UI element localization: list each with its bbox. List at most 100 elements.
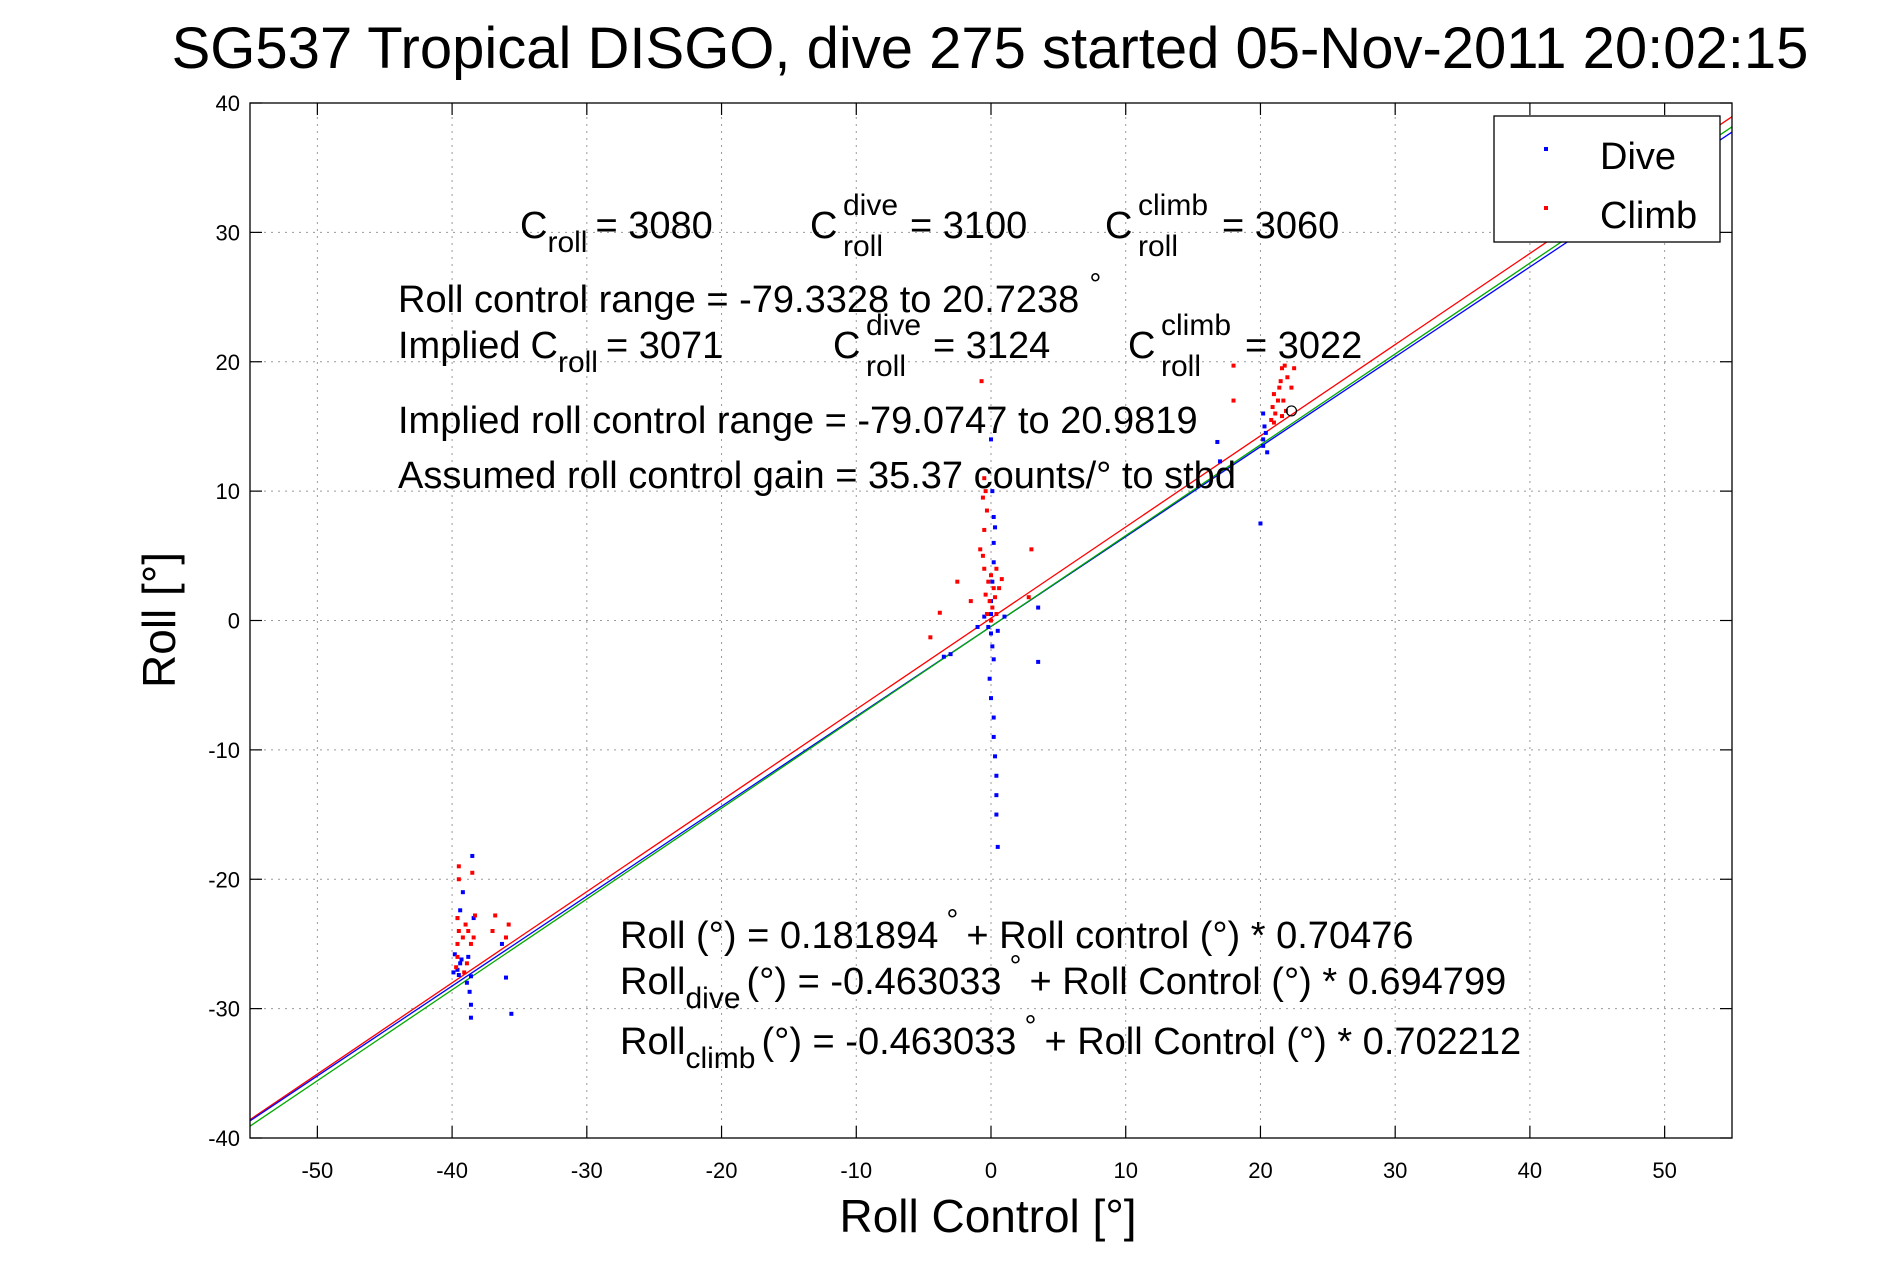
x-tick-label: 10 [1113, 1158, 1137, 1183]
point-dive [993, 754, 998, 759]
y-axis-label: Roll [°] [133, 552, 185, 688]
c-symbol: C [520, 205, 547, 247]
point-dive [1262, 424, 1267, 429]
c-dive-value: = 3100 [910, 205, 1027, 247]
point-dive [468, 1015, 473, 1020]
y-tick-label: 20 [216, 350, 240, 375]
svg-text:Rolldive(°) = -0.463033°+ Roll: Rolldive (°) = -0.463033 ° + Roll Control (… [620, 950, 1506, 1015]
fit-lines [250, 116, 1732, 1127]
point-dive [1036, 605, 1041, 610]
svg-text:C: C [810, 205, 837, 247]
point-dive [991, 734, 996, 739]
svg-text:C: C [1128, 325, 1155, 367]
point-climb [1269, 417, 1274, 422]
point-climb [471, 935, 476, 940]
legend-box [1493, 115, 1721, 243]
legend-climb-label: Climb [1600, 195, 1697, 237]
point-dive [471, 916, 476, 921]
ticks: -50 -40 -30 -20 -10 0 10 20 30 40 50 -40 -30 -20 -10 0 1… [208, 91, 1732, 1183]
point-dive [1261, 443, 1266, 448]
point-climb [468, 941, 473, 946]
point-climb [1271, 392, 1276, 397]
legend-dive-label: Dive [1600, 136, 1676, 178]
svg-text:Rollclimb(°) = -0.463033°+ Rol: Rollclimb (°) = -0.463033 ° + Roll Control … [620, 1010, 1521, 1075]
point-climb [462, 970, 467, 975]
point-dive [1215, 439, 1220, 444]
point-dive [468, 1002, 473, 1007]
implied-dive-value: = 3124 [933, 325, 1050, 367]
point-climb [456, 864, 461, 869]
implied-dive-sup: dive [866, 309, 921, 342]
point-climb [1281, 398, 1286, 403]
point-climb [991, 586, 996, 591]
annotation-c-values: Croll = 3080 C dive roll = 3100 C climb r… [520, 189, 1339, 263]
x-tick-label: -30 [571, 1158, 603, 1183]
point-dive [458, 908, 463, 913]
point-climb [454, 965, 459, 970]
point-climb [1271, 420, 1276, 425]
point-climb [990, 605, 995, 610]
point-dive [989, 631, 993, 636]
point-climb [968, 599, 973, 604]
point-dive [990, 579, 995, 584]
c-symbol: C [1105, 205, 1132, 247]
point-dive [1261, 411, 1266, 416]
point-climb [986, 579, 991, 584]
point-dive [989, 696, 993, 701]
c-climb-value: = 3060 [1222, 205, 1339, 247]
point-dive [994, 812, 999, 817]
point-climb [980, 495, 985, 500]
point-dive [991, 540, 996, 545]
point-climb [456, 877, 461, 882]
point-climb [464, 961, 469, 966]
data-points [451, 363, 1298, 1020]
point-dive [991, 515, 996, 519]
point-climb [463, 922, 468, 927]
c-roll-sub: roll [547, 226, 587, 259]
point-climb [1282, 363, 1287, 368]
point-dive [995, 844, 1000, 849]
point-climb [982, 527, 987, 532]
x-tick-label: -10 [840, 1158, 872, 1183]
point-climb [1280, 414, 1285, 419]
annotation-gain: Assumed roll control gain = 35.37 counts… [398, 455, 1236, 497]
x-tick-label: 40 [1518, 1158, 1542, 1183]
point-dive [503, 975, 508, 980]
point-climb [937, 610, 942, 615]
annotation-equations: Roll (°) = 0.181894 ° + Roll control (°) *… [620, 904, 1521, 1075]
point-dive [991, 560, 996, 565]
point-dive [458, 961, 463, 966]
point-dive [986, 624, 991, 629]
legend-dive-marker [1544, 147, 1548, 151]
point-climb [493, 913, 498, 918]
y-tick-label: 40 [216, 91, 240, 116]
svg-text:Croll= 3080: Croll = 3080 [520, 205, 713, 259]
point-dive [990, 489, 995, 494]
y-tick-label: -30 [208, 997, 240, 1022]
point-climb [456, 929, 461, 933]
point-climb [999, 577, 1004, 582]
point-climb [460, 935, 465, 940]
y-tick-label: -10 [208, 738, 240, 763]
point-climb [993, 595, 998, 600]
svg-text:Roll (°) = 0.181894°+ Roll con: Roll (°) = 0.181894 ° + Roll control (°) *… [620, 904, 1413, 957]
point-dive [941, 654, 946, 659]
point-dive [456, 972, 461, 977]
point-dive [993, 525, 998, 530]
y-tick-label: 10 [216, 479, 240, 504]
point-climb [1029, 547, 1034, 552]
svg-text:C: C [833, 325, 860, 367]
legend: Dive Climb [1493, 115, 1721, 243]
point-climb [979, 379, 984, 384]
annotation-roll-range: Roll control range = -79.3328 to 20.7238… [398, 268, 1101, 321]
point-dive [991, 715, 996, 720]
point-dive [509, 1011, 514, 1016]
point-dive [455, 967, 460, 972]
point-climb [989, 618, 993, 623]
point-dive [464, 980, 469, 985]
implied-climb-sup: climb [1161, 309, 1231, 342]
point-climb [1026, 595, 1031, 600]
implied-climb-sub: roll [1161, 350, 1201, 383]
point-climb [470, 870, 475, 875]
x-tick-label: 30 [1383, 1158, 1407, 1183]
